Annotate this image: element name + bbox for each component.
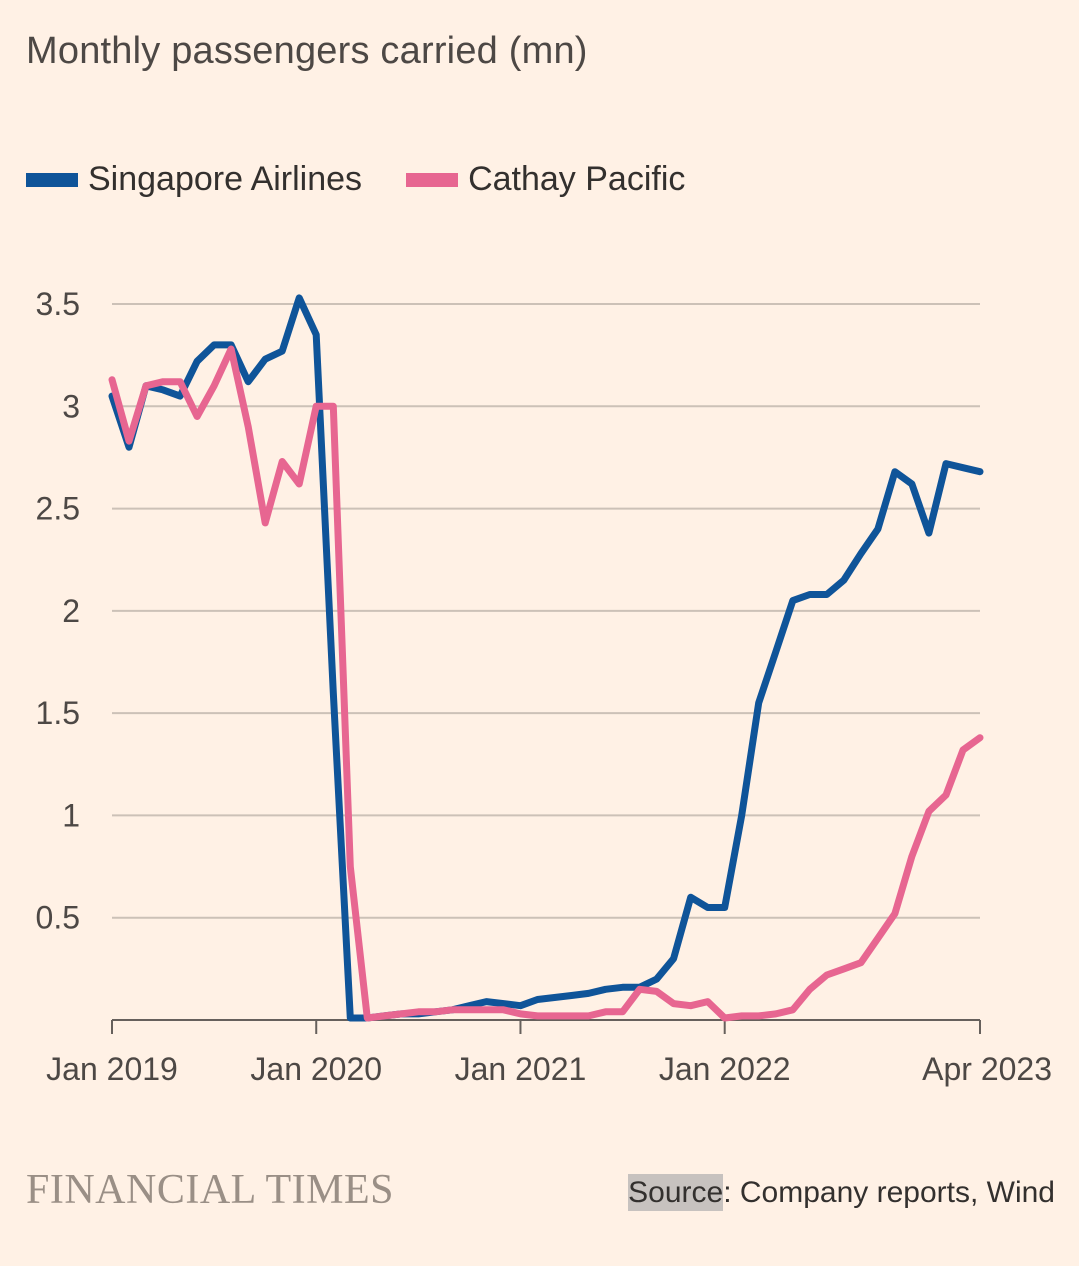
chart-legend: Singapore Airlines Cathay Pacific [26,160,729,199]
x-tick-label: Apr 2023 [922,1051,1052,1087]
publisher-logo: FINANCIAL TIMES [26,1167,395,1213]
legend-label-cathay-pacific: Cathay Pacific [468,160,686,198]
x-tick-label: Jan 2020 [250,1051,382,1087]
x-tick-label: Jan 2021 [455,1051,587,1087]
legend-item-singapore-airlines: Singapore Airlines [26,160,362,199]
y-tick-label: 3 [62,388,80,424]
x-tick-label: Jan 2019 [46,1051,178,1087]
x-tick-label: Jan 2022 [659,1051,791,1087]
y-tick-label: 1.5 [36,695,80,731]
legend-label-singapore-airlines: Singapore Airlines [88,160,363,198]
y-tick-label: 2.5 [36,491,80,527]
y-tick-label: 1 [62,797,80,833]
series-line-singapore-airlines [108,294,984,1022]
legend-swatch-cathay-pacific [406,172,459,187]
legend-item-cathay-pacific: Cathay Pacific [406,160,685,199]
source-label: Source [628,1174,724,1211]
source-text: : Company reports, Wind [723,1176,1055,1209]
legend-swatch-singapore-airlines [26,172,78,187]
source-note: Source: Company reports, Wind [628,1174,1055,1211]
series-line-cathay-pacific [108,345,984,1022]
y-tick-label: 3.5 [36,286,80,322]
chart-title: Monthly passengers carried (mn) [26,30,588,72]
y-tick-label: 0.5 [36,900,80,936]
y-tick-label: 2 [62,593,80,629]
